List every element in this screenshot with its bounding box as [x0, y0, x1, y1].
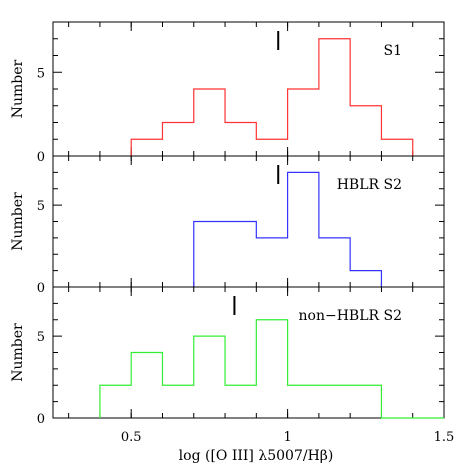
panel-1: 0 5 Number S1 [10, 21, 445, 165]
y-tick-label: 5 [37, 330, 45, 345]
x-axis: 0.5 1 1.5 [121, 430, 454, 445]
panels-group: 0 5 Number S1 0 5 Number HBLR S2 0 5 Number non−HBL… [10, 21, 445, 427]
panel-frame [52, 286, 445, 419]
x-tick-label: 1.5 [434, 430, 455, 445]
y-tick-label: 0 [37, 412, 45, 427]
x-axis-label: log ([O III] λ5007/Hβ) [179, 448, 334, 464]
y-tick-label: 0 [37, 150, 45, 165]
y-tick-label: 5 [37, 66, 45, 81]
x-tick-label: 0.5 [121, 430, 142, 445]
y-axis-label: Number [10, 323, 26, 382]
histogram-series [99, 319, 444, 419]
y-tick-label: 5 [37, 199, 45, 214]
histogram-series [193, 171, 383, 287]
histogram-series [130, 38, 414, 156]
y-tick-label: 0 [37, 281, 45, 296]
x-tick-label: 1 [283, 430, 291, 445]
y-axis-label: Number [10, 59, 26, 118]
panel-3: 0 5 Number non−HBLR S2 [10, 286, 445, 427]
panel-label: non−HBLR S2 [299, 308, 402, 324]
y-axis-label: Number [10, 192, 26, 251]
panel-label: S1 [384, 43, 403, 59]
panel-2: 0 5 Number HBLR S2 [10, 155, 445, 296]
panel-label: HBLR S2 [337, 177, 402, 193]
